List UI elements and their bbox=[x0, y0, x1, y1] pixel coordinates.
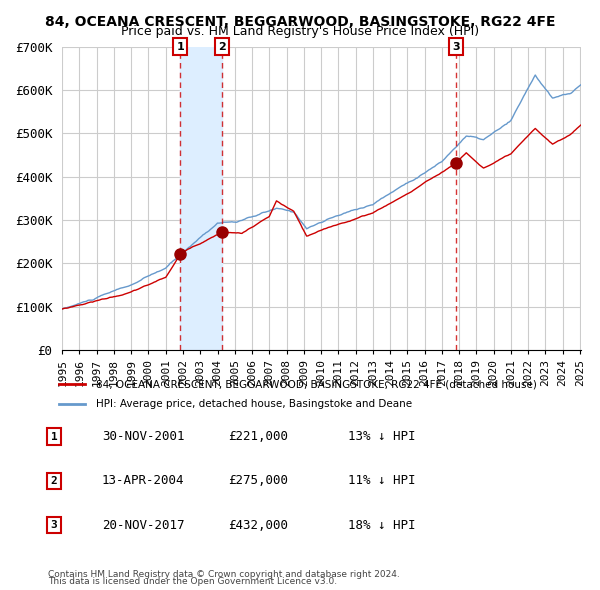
Text: 18% ↓ HPI: 18% ↓ HPI bbox=[348, 519, 415, 532]
Text: 13-APR-2004: 13-APR-2004 bbox=[102, 474, 185, 487]
Bar bbox=[180, 47, 222, 350]
Text: 11% ↓ HPI: 11% ↓ HPI bbox=[348, 474, 415, 487]
Text: HPI: Average price, detached house, Basingstoke and Deane: HPI: Average price, detached house, Basi… bbox=[95, 399, 412, 408]
Text: 84, OCEANA CRESCENT, BEGGARWOOD, BASINGSTOKE, RG22 4FE (detached house): 84, OCEANA CRESCENT, BEGGARWOOD, BASINGS… bbox=[95, 379, 536, 389]
Text: 1: 1 bbox=[176, 41, 184, 51]
Text: 2: 2 bbox=[50, 476, 58, 486]
Text: 2: 2 bbox=[218, 41, 226, 51]
Text: This data is licensed under the Open Government Licence v3.0.: This data is licensed under the Open Gov… bbox=[48, 577, 337, 586]
Text: 30-NOV-2001: 30-NOV-2001 bbox=[102, 430, 185, 443]
Text: £221,000: £221,000 bbox=[228, 430, 288, 443]
Text: £432,000: £432,000 bbox=[228, 519, 288, 532]
Text: 84, OCEANA CRESCENT, BEGGARWOOD, BASINGSTOKE, RG22 4FE: 84, OCEANA CRESCENT, BEGGARWOOD, BASINGS… bbox=[45, 15, 555, 29]
Text: 3: 3 bbox=[452, 41, 460, 51]
Text: 1: 1 bbox=[50, 432, 58, 441]
Text: 20-NOV-2017: 20-NOV-2017 bbox=[102, 519, 185, 532]
Text: 3: 3 bbox=[50, 520, 58, 530]
Text: Price paid vs. HM Land Registry's House Price Index (HPI): Price paid vs. HM Land Registry's House … bbox=[121, 25, 479, 38]
Text: Contains HM Land Registry data © Crown copyright and database right 2024.: Contains HM Land Registry data © Crown c… bbox=[48, 571, 400, 579]
Text: 13% ↓ HPI: 13% ↓ HPI bbox=[348, 430, 415, 443]
Text: £275,000: £275,000 bbox=[228, 474, 288, 487]
